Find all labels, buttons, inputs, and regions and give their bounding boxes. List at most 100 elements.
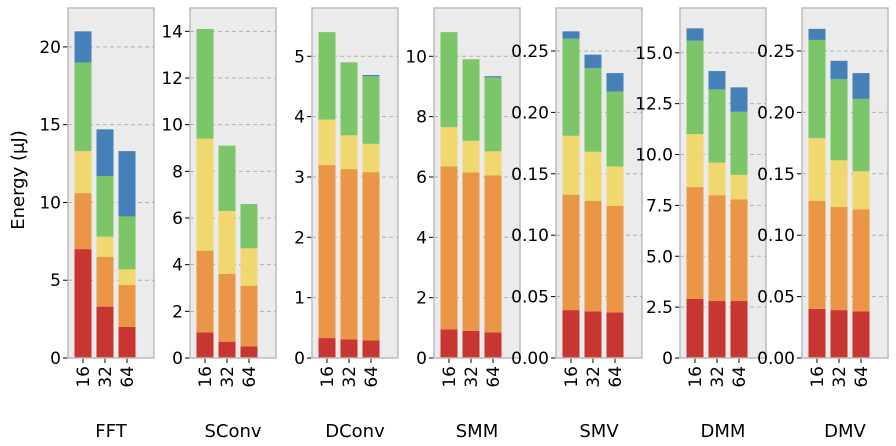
bar-segment [708, 301, 726, 358]
x-tick-label: 64 [240, 366, 260, 388]
bar-segment [484, 332, 502, 358]
bar-segment [74, 31, 92, 63]
bar-segment [584, 54, 602, 69]
bar-segment [362, 340, 380, 358]
bar-segment [708, 71, 726, 90]
y-tick-label: 0 [50, 349, 61, 369]
x-tick-label: 16 [562, 366, 582, 388]
panel-title: DMV [824, 421, 866, 442]
bar-segment [606, 91, 624, 167]
bar-segment [830, 60, 848, 80]
x-tick-label: 32 [830, 366, 850, 388]
bar-segment [730, 87, 748, 112]
x-tick-label: 16 [808, 366, 828, 388]
panel-title: SMV [579, 421, 619, 442]
y-tick-label: 0.20 [757, 103, 795, 123]
x-tick-label: 64 [118, 366, 138, 388]
bar-segment [318, 119, 336, 165]
plot-frame [433, 7, 521, 359]
bar-segment [462, 140, 480, 173]
x-tick-label: 32 [340, 366, 360, 388]
bar-segment [830, 206, 848, 311]
bar-segment [484, 77, 502, 152]
x-tick-label: 64 [362, 366, 382, 388]
bar-segment [562, 310, 580, 358]
bar-segment [606, 312, 624, 358]
y-tick-label: 0.15 [511, 165, 549, 185]
bar-segment [240, 204, 258, 249]
bar-segment [808, 138, 826, 201]
y-tick-label: 7.5 [646, 196, 673, 216]
bar-segment [318, 338, 336, 358]
y-tick-label: 4 [172, 256, 183, 276]
panel-title: DConv [325, 421, 385, 442]
bar-segment [808, 28, 826, 40]
bar-segment [606, 73, 624, 92]
panel-title: FFT [95, 421, 127, 442]
y-tick-label: 10 [405, 47, 427, 67]
bar-segment [686, 134, 704, 188]
bar-segment [96, 176, 114, 237]
bar-segment [362, 74, 380, 77]
bar-segment [240, 285, 258, 347]
bar-segment [686, 187, 704, 299]
bar-segment [708, 89, 726, 163]
y-tick-label: 0 [294, 349, 305, 369]
y-tick-label: 0.00 [511, 349, 549, 369]
panel-sconv: 0 2 4 6 8 10 12 14 16 32 64 SConv [161, 7, 277, 442]
y-tick-label: 0.25 [757, 42, 795, 62]
bar-segment [118, 269, 136, 285]
plot-frame [555, 7, 643, 359]
bar-segment [484, 76, 502, 78]
bar-segment [462, 59, 480, 141]
y-tick-label: 0 [662, 349, 673, 369]
y-tick-label: 0.05 [757, 288, 795, 308]
y-tick-label: 12 [161, 69, 183, 89]
x-tick-label: 32 [708, 366, 728, 388]
bar-segment [340, 62, 358, 136]
bar-segment [440, 127, 458, 167]
bar-segment [74, 62, 92, 152]
bar-segment [74, 151, 92, 194]
bar-segment [730, 199, 748, 302]
bar-segment [118, 326, 136, 358]
bar-segment [584, 151, 602, 201]
bar-segment [240, 248, 258, 286]
bar-segment [686, 28, 704, 41]
bar-segment [686, 40, 704, 135]
panel-fft: 0 5 10 15 20 16 32 64 FFT [39, 7, 155, 442]
bar-segment [852, 98, 870, 172]
y-tick-label: 0.05 [511, 288, 549, 308]
bar-segment [440, 32, 458, 128]
bar-segment [852, 73, 870, 99]
panel-smm: 0 2 4 6 8 10 16 32 64 SMM [405, 7, 521, 442]
bar-segment [340, 169, 358, 340]
x-tick-label: 64 [484, 366, 504, 388]
y-tick-label: 14 [161, 22, 183, 42]
bar-segment [730, 301, 748, 358]
bar-segment [808, 308, 826, 358]
x-tick-label: 16 [318, 366, 338, 388]
bar-segment [708, 195, 726, 302]
bar-segment [852, 209, 870, 312]
bar-segment [340, 135, 358, 170]
x-tick-label: 32 [96, 366, 116, 388]
bar-segment [584, 200, 602, 312]
y-tick-label: 0.00 [757, 349, 795, 369]
bar-segment [196, 138, 214, 251]
y-tick-label: 10.0 [635, 146, 673, 166]
bar-segment [562, 31, 580, 39]
bar-segment [484, 151, 502, 176]
plot-frame [189, 7, 277, 359]
bar-segment [830, 160, 848, 207]
bar-segment [196, 332, 214, 358]
bar-segment [808, 39, 826, 139]
x-tick-label: 16 [196, 366, 216, 388]
bar-segment [196, 29, 214, 139]
y-tick-label: 15.0 [635, 44, 673, 64]
y-tick-label: 10 [161, 116, 183, 136]
bar-segment [852, 311, 870, 358]
plot-frame [679, 7, 767, 359]
bar-segment [218, 341, 236, 358]
